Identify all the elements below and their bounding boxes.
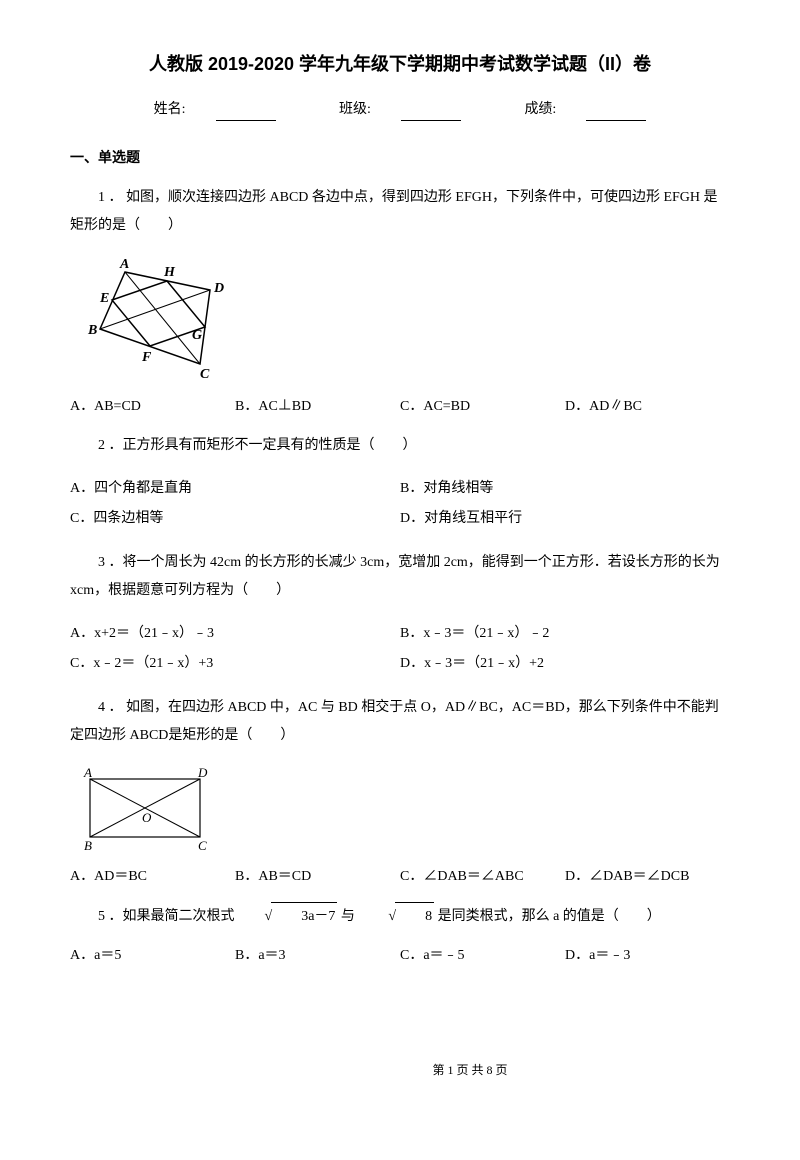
q2-option-c[interactable]: C．四条边相等 [70, 508, 400, 530]
q5-option-c[interactable]: C．a＝﹣5 [400, 945, 565, 967]
question-2-options: A．四个角都是直角 B．对角线相等 C．四条边相等 D．对角线互相平行 [70, 474, 730, 535]
question-4-figure: A D B C O [70, 764, 730, 854]
q3-option-b[interactable]: B．x﹣3＝（21﹣x）﹣2 [400, 623, 730, 645]
q3-option-d[interactable]: D．x﹣3＝（21﹣x）+2 [400, 653, 730, 675]
q5-post: 是同类根式，那么 a 的值是（ ） [434, 909, 661, 924]
class-blank[interactable] [401, 106, 461, 121]
label-b: B [87, 323, 97, 338]
q2-option-d[interactable]: D．对角线互相平行 [400, 508, 730, 530]
q3-option-c[interactable]: C．x﹣2＝（21﹣x）+3 [70, 653, 400, 675]
class-label: 班级: [324, 102, 476, 117]
q5-pre: 5 ．如果最简二次根式 [98, 909, 235, 924]
q4-option-b[interactable]: B．AB＝CD [235, 866, 400, 888]
sqrt-1: √3a－7 [235, 902, 338, 931]
q2-option-b[interactable]: B．对角线相等 [400, 478, 730, 500]
score-blank[interactable] [586, 106, 646, 121]
label-c: C [198, 838, 207, 853]
question-5-text: 5 ．如果最简二次根式√3a－7 与 √8 是同类根式，那么 a 的值是（ ） [70, 902, 730, 931]
score-label: 成绩: [509, 102, 661, 117]
q3-option-a[interactable]: A．x+2＝（21﹣x）﹣3 [70, 623, 400, 645]
q5-option-d[interactable]: D．a＝﹣3 [565, 945, 730, 967]
q1-option-c[interactable]: C．AC=BD [400, 396, 565, 418]
sqrt-2: √8 [358, 902, 434, 931]
q5-option-b[interactable]: B．a＝3 [235, 945, 400, 967]
section-1-title: 一、单选题 [70, 146, 730, 168]
question-3-options: A．x+2＝（21﹣x）﹣3 B．x﹣3＝（21﹣x）﹣2 C．x﹣2＝（21﹣… [70, 619, 730, 680]
name-blank[interactable] [216, 106, 276, 121]
diag-bd [100, 290, 210, 329]
q5-option-a[interactable]: A．a＝5 [70, 945, 235, 967]
q4-option-d[interactable]: D．∠DAB＝∠DCB [565, 866, 730, 888]
label-a: A [83, 765, 92, 780]
question-5-options: A．a＝5 B．a＝3 C．a＝﹣5 D．a＝﹣3 [70, 945, 730, 967]
label-a: A [119, 257, 129, 272]
label-e: E [99, 291, 109, 306]
question-1-text: 1 ． 如图，顺次连接四边形 ABCD 各边中点，得到四边形 EFGH，下列条件… [70, 184, 730, 240]
label-o: O [142, 810, 152, 825]
question-2-text: 2 ．正方形具有而矩形不一定具有的性质是（ ） [70, 432, 730, 460]
label-d: D [197, 765, 208, 780]
question-3-text: 3 ．将一个周长为 42cm 的长方形的长减少 3cm，宽增加 2cm，能得到一… [70, 549, 730, 605]
q5-mid: 与 [337, 909, 358, 924]
question-1-options: A．AB=CD B．AC⊥BD C．AC=BD D．AD∥BC [70, 396, 730, 418]
student-info-row: 姓名: 班级: 成绩: [70, 99, 730, 121]
q1-option-d[interactable]: D．AD∥BC [565, 396, 730, 418]
page-footer: 第 1 页 共 8 页 [70, 1061, 800, 1080]
q2-option-a[interactable]: A．四个角都是直角 [70, 478, 400, 500]
label-h: H [163, 265, 176, 280]
label-b: B [84, 838, 92, 853]
q4-option-c[interactable]: C．∠DAB＝∠ABC [400, 866, 565, 888]
question-1-figure: A D C B H G F E [70, 254, 730, 384]
label-c: C [200, 367, 210, 382]
label-g: G [192, 328, 202, 343]
label-f: F [141, 350, 152, 365]
label-d: D [213, 281, 224, 296]
name-label: 姓名: [139, 102, 291, 117]
exam-title: 人教版 2019-2020 学年九年级下学期期中考试数学试题（II）卷 [70, 50, 730, 79]
question-4-options: A．AD＝BC B．AB＝CD C．∠DAB＝∠ABC D．∠DAB＝∠DCB [70, 866, 730, 888]
q1-option-a[interactable]: A．AB=CD [70, 396, 235, 418]
q1-option-b[interactable]: B．AC⊥BD [235, 396, 400, 418]
question-4-text: 4 ． 如图，在四边形 ABCD 中，AC 与 BD 相交于点 O，AD∥BC，… [70, 694, 730, 750]
q4-option-a[interactable]: A．AD＝BC [70, 866, 235, 888]
